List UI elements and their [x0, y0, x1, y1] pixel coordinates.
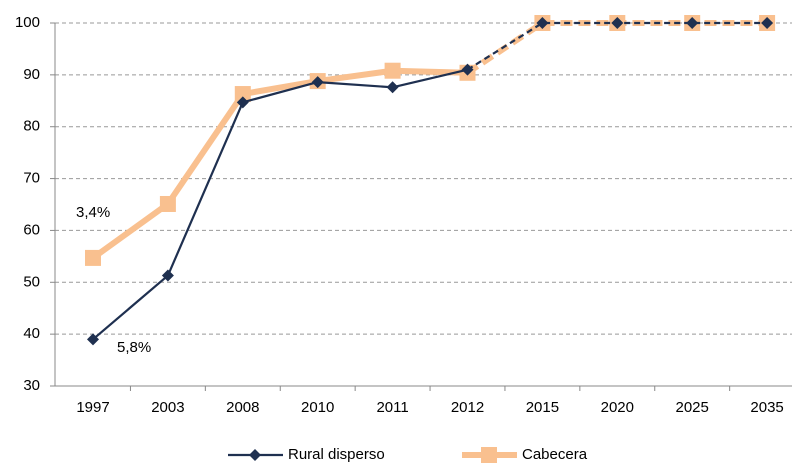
point — [384, 62, 401, 79]
point — [159, 195, 176, 212]
point — [386, 81, 399, 94]
y-tick-label: 80 — [23, 118, 40, 135]
annotation: 3,4% — [76, 204, 110, 221]
y-tick-label: 90 — [23, 66, 40, 83]
x-tick-label: 1997 — [76, 399, 109, 416]
y-tick-label: 30 — [23, 377, 40, 394]
point — [236, 96, 249, 109]
x-tick-label: 2011 — [376, 399, 408, 416]
x-tick-label: 2035 — [750, 399, 783, 416]
y-tick-label: 100 — [15, 14, 40, 31]
point — [161, 269, 174, 282]
x-tick-label: 2008 — [226, 399, 259, 416]
point — [761, 17, 774, 29]
legend-label: Cabecera — [522, 446, 588, 463]
point — [234, 86, 251, 103]
annotation: 5,8% — [117, 339, 151, 356]
x-tick-label: 2010 — [301, 399, 334, 416]
point — [87, 333, 99, 346]
legend-marker — [481, 447, 497, 463]
point — [611, 17, 624, 29]
x-tick-label: 2003 — [151, 399, 184, 416]
y-tick-label: 40 — [23, 325, 40, 342]
x-tick-label: 2020 — [601, 399, 634, 416]
x-tick-label: 2025 — [676, 399, 709, 416]
y-tick-label: 70 — [23, 170, 40, 187]
point — [461, 63, 474, 76]
x-tick-label: 2015 — [526, 399, 559, 416]
series-line — [92, 68, 468, 341]
legend-marker — [249, 449, 261, 461]
series-line — [91, 67, 468, 261]
x-tick-label: 2012 — [451, 399, 484, 416]
y-tick-label: 60 — [23, 221, 40, 238]
legend-label: Rural disperso — [288, 446, 385, 463]
point — [686, 17, 699, 29]
point — [311, 76, 324, 89]
point — [85, 249, 101, 266]
point — [536, 17, 549, 29]
y-tick-label: 50 — [23, 273, 40, 290]
